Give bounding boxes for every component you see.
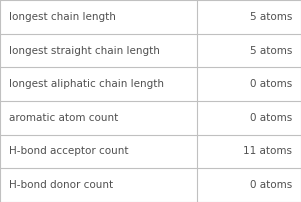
Text: H-bond acceptor count: H-bond acceptor count bbox=[9, 146, 129, 157]
Text: 0 atoms: 0 atoms bbox=[250, 180, 292, 190]
Text: 5 atoms: 5 atoms bbox=[250, 12, 292, 22]
Text: 11 atoms: 11 atoms bbox=[243, 146, 292, 157]
Text: 0 atoms: 0 atoms bbox=[250, 79, 292, 89]
Text: longest straight chain length: longest straight chain length bbox=[9, 45, 160, 56]
Text: H-bond donor count: H-bond donor count bbox=[9, 180, 113, 190]
Text: longest chain length: longest chain length bbox=[9, 12, 116, 22]
Text: aromatic atom count: aromatic atom count bbox=[9, 113, 118, 123]
Text: longest aliphatic chain length: longest aliphatic chain length bbox=[9, 79, 164, 89]
Text: 5 atoms: 5 atoms bbox=[250, 45, 292, 56]
Text: 0 atoms: 0 atoms bbox=[250, 113, 292, 123]
